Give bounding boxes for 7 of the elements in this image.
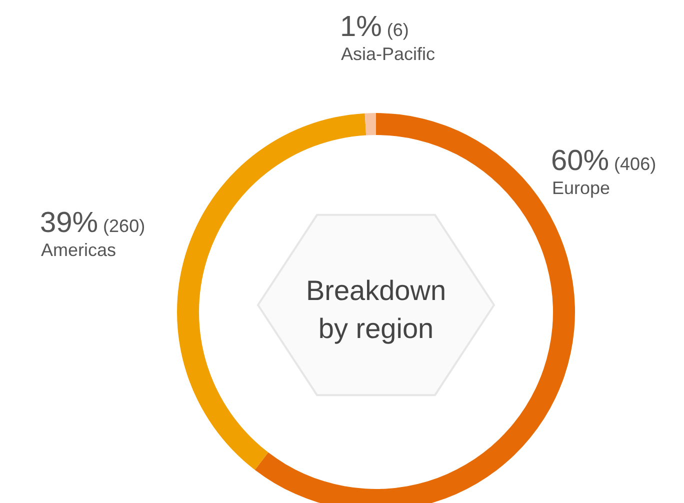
slice-label: Europe (552, 178, 610, 198)
slice-label: Asia-Pacific (341, 44, 436, 64)
data-label: 39% (260) (40, 207, 146, 239)
data-label: 1% (6) (340, 11, 409, 43)
slice-label: Americas (41, 240, 116, 260)
data-label: 60% (406) (551, 145, 656, 177)
text: Breakdown by region (306, 275, 446, 344)
